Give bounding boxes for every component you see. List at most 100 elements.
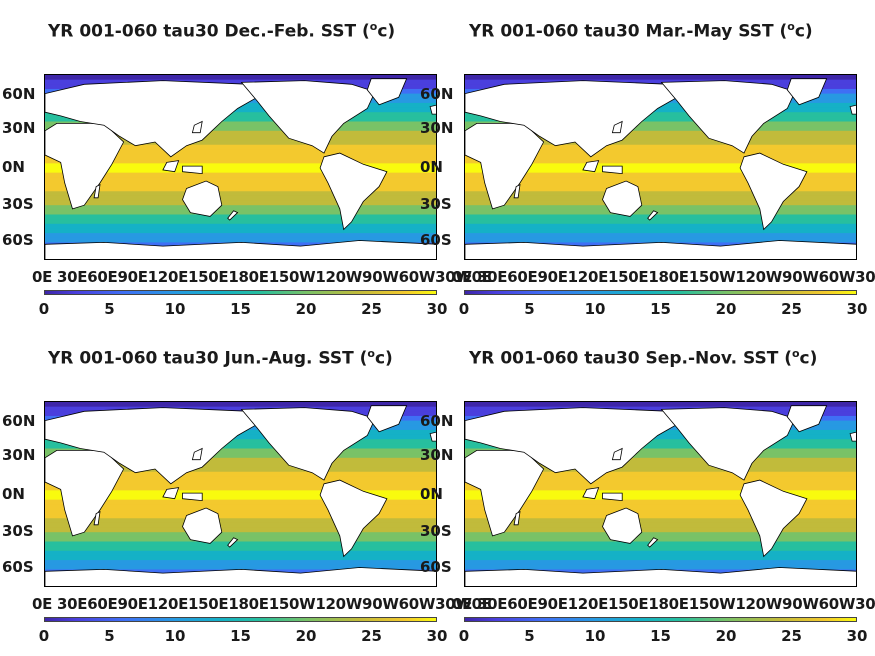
sst-band [465, 233, 856, 239]
sst-band [465, 560, 856, 566]
lon-tick-labels: 0E 30E60E90E120E150E180E150W120W90W60W30… [32, 268, 492, 286]
land-mass [611, 120, 623, 134]
lat-tick-label: 60S [2, 557, 34, 576]
unit-tail: c) [799, 348, 818, 369]
sst-band [465, 149, 856, 156]
land-mass [93, 184, 101, 199]
land-mass [319, 479, 388, 558]
land-mass [45, 450, 125, 537]
lat-tick-label: 60S [420, 230, 452, 249]
sst-band [45, 490, 436, 496]
unit-tail: c) [794, 21, 813, 42]
lon-tick-labels: 0E 30E60E90E120E150E180E150W120W90W60W30… [452, 595, 875, 613]
sst-band [45, 121, 436, 128]
sst-band [45, 476, 436, 483]
land-mass [93, 511, 101, 526]
sst-band [45, 481, 436, 487]
sst-band [465, 163, 856, 169]
sst-band [45, 228, 436, 235]
degree-superscript: o [367, 347, 375, 360]
sst-band [465, 168, 856, 174]
sst-band [45, 443, 436, 450]
sst-map [44, 74, 437, 260]
sst-band [465, 485, 856, 492]
colorbar-tick-label: 20 [295, 627, 317, 645]
sst-band [465, 209, 856, 216]
sst-band [45, 499, 436, 506]
panel-title-text: YR 001-060 tau30 Mar.-May SST ( [469, 21, 788, 42]
land-mass [465, 407, 678, 485]
colorbar-tick-label: 0 [38, 300, 50, 318]
land-mass [182, 507, 223, 544]
sst-band [45, 223, 436, 230]
colorbar-tick-label: 15 [230, 627, 251, 645]
sst-band [465, 508, 856, 515]
sst-band [465, 504, 856, 510]
lat-tick-label: 30S [2, 195, 34, 214]
lat-tick-label: 30N [2, 445, 36, 464]
sst-band [465, 219, 856, 225]
colorbar [464, 617, 857, 622]
sst-band [465, 116, 856, 123]
sst-band [45, 191, 436, 197]
land-mass [366, 78, 408, 106]
sst-band [45, 504, 436, 510]
sst-band [465, 79, 856, 86]
sst-band [465, 402, 856, 408]
colorbar-tick-label: 5 [104, 300, 115, 318]
sst-band [465, 546, 856, 552]
sst-band [45, 195, 436, 202]
colorbar-tick-label: 25 [361, 627, 382, 645]
sst-band [45, 471, 436, 478]
land-mass [45, 123, 125, 210]
land-mass [660, 80, 796, 154]
sst-band [465, 467, 856, 473]
land-mass [849, 431, 856, 442]
land-mass [582, 487, 600, 500]
colorbar-tick-label: 10 [584, 627, 606, 645]
sst-band [45, 462, 436, 469]
land-mass [513, 184, 521, 199]
land-mass [182, 165, 203, 175]
colorbar-tick-label: 0 [458, 300, 470, 318]
sst-band [45, 112, 436, 118]
sst-band [465, 121, 856, 128]
land-mass [182, 180, 223, 217]
colorbar [44, 617, 437, 622]
sst-band [45, 163, 436, 169]
land-mass [465, 123, 545, 210]
sst-band [45, 457, 436, 464]
land-mass [465, 80, 678, 158]
land-mass [849, 104, 856, 115]
sst-band [465, 550, 856, 557]
sst-band [45, 546, 436, 552]
sst-band [465, 536, 856, 543]
land-mass [429, 104, 436, 115]
colorbar-tick-label: 30 [846, 627, 868, 645]
sst-band [45, 209, 436, 216]
sst-band [465, 181, 856, 188]
colorbar [464, 290, 857, 295]
sst-band [45, 140, 436, 146]
sst-band [45, 513, 436, 520]
sst-band [465, 158, 856, 165]
sst-band [465, 481, 856, 487]
colorbar-tick-label: 25 [361, 300, 382, 318]
land-mass [739, 152, 808, 231]
sst-band [465, 107, 856, 114]
land-mass [429, 431, 436, 442]
sst-band [465, 135, 856, 142]
land-mass [240, 80, 376, 154]
panel-title-text: YR 001-060 tau30 Dec.-Feb. SST ( [48, 21, 370, 42]
sst-band [465, 126, 856, 132]
colorbar-tick-label: 20 [715, 627, 737, 645]
lat-tick-label: 30S [420, 522, 452, 541]
lat-tick-label: 60N [420, 85, 454, 104]
land-mass [582, 160, 600, 173]
lat-tick-label: 60S [2, 230, 34, 249]
sst-band [45, 564, 436, 571]
sst-band [465, 214, 856, 221]
sst-band [45, 154, 436, 160]
degree-superscript: o [369, 20, 378, 33]
lat-tick-label: 30N [420, 445, 454, 464]
